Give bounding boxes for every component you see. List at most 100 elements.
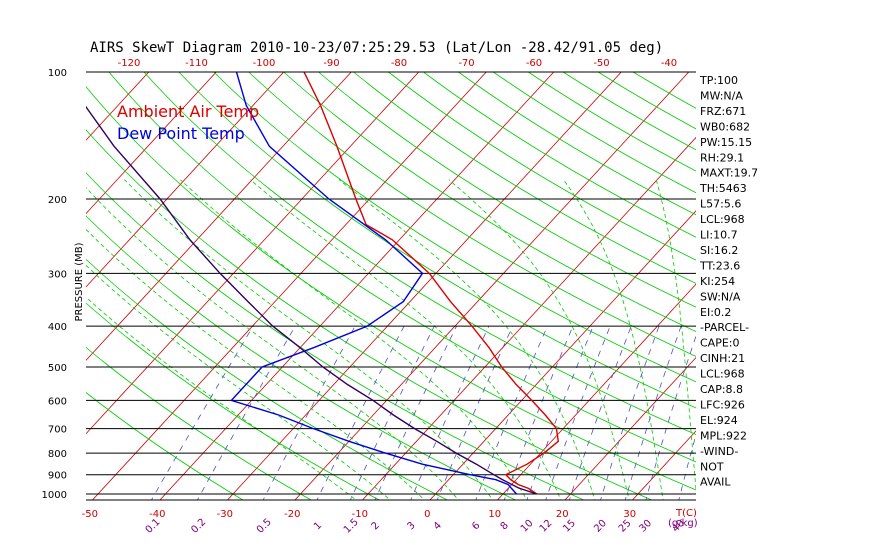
mixing-ratio-label: (g/kg)	[668, 518, 698, 529]
mixing-ratio-line	[410, 325, 490, 500]
moist-adiabat	[86, 228, 425, 500]
top-temp-tick: -50	[593, 58, 609, 69]
index-entry: TT:23.6	[699, 259, 740, 272]
dry-adiabat	[423, 72, 696, 238]
mixing-ratio-line	[349, 325, 435, 500]
mixing-ratio-line	[475, 325, 548, 500]
dry-adiabat	[213, 72, 696, 383]
isotherm-line	[564, 356, 696, 500]
index-entry: TP:100	[699, 74, 738, 87]
moist-adiabat	[86, 187, 460, 500]
index-entry: EI:0.2	[700, 306, 731, 319]
mixing-ratio-line	[374, 325, 457, 500]
index-entry: PW:15.15	[700, 136, 752, 149]
index-entry: SI:16.2	[700, 244, 738, 257]
index-entry: -WIND-	[700, 445, 738, 458]
dry-adiabat	[248, 72, 696, 357]
index-entry: -PARCEL-	[700, 321, 749, 334]
mixing-ratio-line	[526, 325, 594, 500]
bottom-temp-tick: -20	[284, 509, 300, 520]
x-axis-label: T(C)	[675, 508, 697, 519]
isotherm-line	[159, 72, 555, 500]
legend-temperature: Ambient Air Temp	[117, 102, 259, 121]
parcel-profile	[86, 105, 538, 495]
index-entry: L57:5.6	[700, 198, 741, 211]
dry-adiabat	[562, 72, 696, 151]
isotherm-line	[0, 63, 22, 503]
index-entry: MW:N/A	[700, 89, 743, 102]
temperature-profile	[303, 72, 560, 495]
isotherm-line	[86, 72, 217, 215]
index-entry: AVAIL	[700, 476, 731, 489]
index-entry: RH:29.1	[700, 151, 744, 164]
pressure-tick: 800	[48, 449, 67, 460]
moist-adiabat	[448, 179, 630, 500]
mixing-ratio-tick: 25	[617, 518, 634, 535]
index-entry: LCL:968	[700, 368, 745, 381]
chart-title: AIRS SkewT Diagram 2010-10-23/07:25:29.5…	[90, 40, 663, 56]
pressure-tick: 1000	[42, 490, 67, 501]
mixing-ratio-tick: 8	[499, 520, 511, 532]
moist-adiabat	[563, 179, 664, 500]
dry-adiabat	[528, 72, 696, 172]
isotherm-line	[361, 136, 696, 500]
moist-adiabat	[250, 179, 562, 500]
bottom-temp-tick: 0	[424, 509, 430, 520]
top-temp-tick: -120	[118, 58, 141, 69]
pressure-tick: 600	[48, 396, 67, 407]
dry-adiabat	[353, 72, 696, 284]
index-entry: MPL:922	[700, 429, 747, 442]
isotherm-line	[226, 72, 622, 500]
mixing-ratio-tick: 12	[538, 518, 555, 535]
bottom-temp-tick: -10	[352, 509, 368, 520]
isotherm-line	[91, 72, 487, 500]
top-temp-tick: -110	[185, 58, 208, 69]
mixing-ratio-tick: 15	[561, 518, 578, 535]
index-entry: LFC:926	[700, 398, 745, 411]
plot-grid	[0, 63, 696, 503]
pressure-tick: 900	[48, 471, 67, 482]
top-temp-tick: -100	[253, 58, 276, 69]
stability-indices: TP:100 MW:N/A FRZ:671 WB0:682 PW:15.15 RH:29.…	[699, 74, 758, 489]
dry-adiabat	[178, 72, 696, 409]
mixing-ratio-line	[262, 325, 356, 500]
mixing-ratio-line	[436, 325, 514, 500]
top-temp-tick: -40	[661, 58, 677, 69]
profile-lines	[86, 72, 560, 495]
pressure-tick: 200	[48, 195, 67, 206]
index-entry: KI:254	[700, 275, 735, 288]
index-entry: CAPE:0	[700, 337, 740, 350]
index-entry: LI:10.7	[700, 229, 738, 242]
bottom-temp-tick: -40	[149, 509, 165, 520]
top-temp-tick: -80	[391, 58, 407, 69]
mixing-ratio-tick: 10	[519, 518, 536, 535]
moist-adiabat	[180, 179, 528, 500]
dry-adiabat	[458, 72, 696, 216]
y-axis-label: PRESSURE (MB)	[74, 242, 85, 321]
mixing-ratio-line	[645, 334, 696, 500]
isotherm-line	[86, 72, 352, 361]
isotherm-line	[429, 210, 696, 500]
mixing-ratio-tick: 3	[405, 520, 417, 532]
dry-adiabat	[493, 72, 696, 194]
index-entry: TH:5463	[699, 182, 747, 195]
mixing-ratio-tick: 4	[432, 520, 444, 532]
mixing-ratio-tick: 0.2	[189, 517, 208, 536]
index-entry: MAXT:19.7	[700, 167, 758, 180]
index-entry: CINH:21	[700, 352, 745, 365]
dry-adiabat	[86, 172, 584, 500]
mixing-ratio-line	[196, 325, 296, 500]
pressure-tick: 700	[48, 425, 67, 436]
mixing-ratio-tick: 30	[637, 518, 654, 535]
mixing-ratio-tick: 6	[470, 520, 482, 532]
moist-adiabat	[124, 179, 494, 500]
bottom-temp-tick: 30	[623, 509, 636, 520]
index-entry: FRZ:671	[700, 105, 746, 118]
mixing-ratio-line	[316, 325, 405, 500]
moist-adiabat	[86, 296, 357, 500]
top-temp-tick: -90	[323, 58, 339, 69]
moist-adiabat	[338, 179, 596, 500]
mixing-ratio-line	[150, 325, 254, 500]
mixing-ratio-line	[503, 325, 574, 500]
index-entry: WB0:682	[700, 120, 750, 133]
